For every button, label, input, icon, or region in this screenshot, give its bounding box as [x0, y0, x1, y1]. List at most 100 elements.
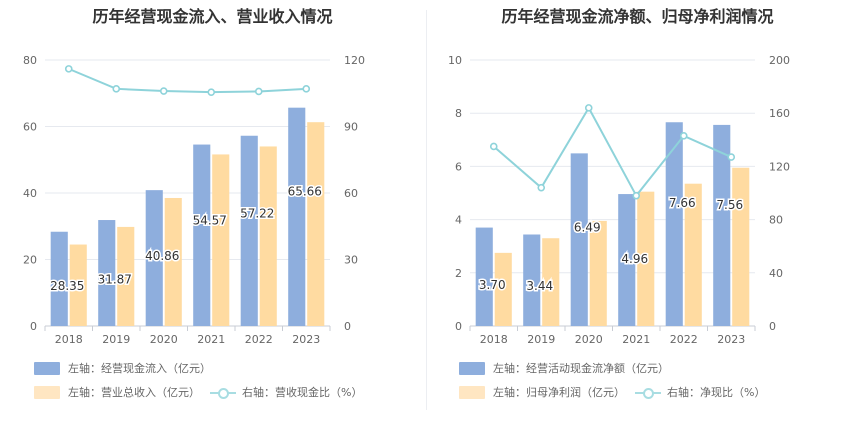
bar-secondary	[732, 167, 750, 326]
legend-label[interactable]: 右轴：净现比（%）	[667, 386, 766, 399]
x-axis-tick-label: 2020	[150, 333, 178, 346]
chart-title: 历年经营现金流净额、归母净利润情况	[501, 7, 774, 26]
bar-secondary	[212, 154, 230, 326]
x-axis-tick-label: 2023	[292, 333, 320, 346]
bar-primary	[50, 231, 68, 326]
right-axis-tick-label: 200	[769, 54, 790, 67]
line-point	[207, 88, 216, 96]
bar-primary	[523, 234, 541, 326]
bar-primary	[145, 190, 163, 326]
legend-row-1: 左轴：经营现金流入（亿元）	[34, 360, 211, 376]
data-label: 7.66	[669, 196, 696, 210]
right-axis-tick-label: 90	[344, 121, 358, 134]
data-label: 6.49	[574, 220, 601, 234]
right-axis-tick-label: 0	[344, 320, 351, 333]
x-axis-tick-label: 2023	[717, 333, 745, 346]
legend-label[interactable]: 左轴：经营现金流入（亿元）	[68, 362, 211, 375]
data-label: 28.35	[50, 279, 84, 293]
data-label: 3.70	[479, 278, 506, 292]
x-axis-tick-label: 2021	[197, 333, 225, 346]
legend-swatch-line	[635, 386, 661, 399]
legend-label[interactable]: 左轴：经营活动现金流净额（亿元）	[493, 362, 669, 375]
line-point	[679, 132, 688, 140]
legend-row-2: 左轴：营业总收入（亿元） 右轴：营收现金比（%）	[34, 384, 362, 400]
legend-label[interactable]: 右轴：营收现金比（%）	[242, 386, 363, 399]
left-axis-tick-label: 0	[455, 320, 462, 333]
bar-primary	[570, 153, 588, 326]
left-axis-tick-label: 0	[30, 320, 37, 333]
line-point	[537, 183, 546, 192]
bar-secondary	[637, 191, 655, 326]
data-label: 57.22	[240, 207, 274, 221]
x-axis-tick-label: 2019	[527, 333, 555, 346]
left-axis-tick-label: 60	[23, 121, 37, 134]
right-axis-tick-label: 40	[769, 267, 783, 280]
x-axis-tick-label: 2022	[670, 333, 698, 346]
line-point	[584, 104, 593, 112]
legend-swatch-bar	[34, 361, 60, 375]
data-label: 3.44	[526, 279, 553, 293]
line-point	[489, 142, 498, 151]
line-point	[727, 153, 736, 161]
bar-secondary	[117, 226, 135, 326]
bar-primary	[665, 122, 683, 326]
line-point	[159, 87, 168, 95]
left-axis-tick-label: 10	[448, 54, 462, 67]
bar-primary	[713, 124, 731, 327]
data-label: 54.57	[193, 213, 227, 227]
x-axis-tick-label: 2019	[102, 333, 130, 346]
chart-svg: 0 2 4 6 8 10 0 40 80 120 160 200 2018 2019 2020 2021 202…	[448, 54, 790, 346]
chart-title: 历年经营现金流入、营业收入情况	[92, 7, 333, 26]
line-point	[632, 191, 641, 200]
right-axis-tick-label: 30	[344, 254, 358, 267]
line-point	[254, 87, 263, 96]
legend-label[interactable]: 左轴：归母净利润（亿元）	[493, 386, 625, 399]
bar-primary	[193, 144, 211, 326]
x-axis-tick-label: 2018	[480, 333, 508, 346]
x-axis-tick-label: 2018	[55, 333, 83, 346]
line-series	[68, 67, 307, 94]
legend-row-2: 左轴：归母净利润（亿元） 右轴：净现比（%）	[459, 384, 765, 400]
bar-secondary	[589, 220, 607, 326]
bar-secondary	[494, 252, 512, 326]
bar-primary	[475, 227, 493, 326]
x-axis-tick-label: 2020	[575, 333, 603, 346]
right-axis-tick-label: 0	[769, 320, 776, 333]
left-axis-tick-label: 40	[23, 187, 37, 200]
x-axis-tick-label: 2022	[245, 333, 273, 346]
left-axis-tick-label: 8	[455, 107, 462, 120]
left-axis-tick-label: 20	[23, 254, 37, 267]
x-axis-tick-label: 2021	[622, 333, 650, 346]
legend-swatch-bar	[34, 385, 60, 399]
line-point	[64, 65, 73, 73]
data-label: 4.96	[621, 252, 648, 266]
chart-svg: 0 20 40 60 80 0 30 60 90 120 2018 2019 2020 2021 2022 2…	[23, 54, 365, 346]
chart-panel-right: 历年经营现金流净额、归母净利润情况 0 2 4 6 8 10 0 40 80 120 160 200 2…	[425, 0, 850, 437]
line-point	[112, 85, 121, 93]
right-axis-tick-label: 120	[769, 160, 790, 173]
left-axis-tick-label: 4	[455, 214, 462, 227]
data-label: 31.87	[98, 272, 132, 286]
panel-divider	[426, 10, 427, 410]
right-axis-tick-label: 80	[769, 214, 783, 227]
line-point	[302, 85, 311, 93]
bar-secondary	[542, 238, 560, 326]
right-axis-tick-label: 120	[344, 54, 365, 67]
chart-panel-left: 历年经营现金流入、营业收入情况 0 20 40 60 80 0 30 60 90 120 2018 2…	[23, 7, 365, 400]
legend-swatch-bar	[459, 361, 485, 375]
bar-primary	[618, 194, 636, 326]
data-label: 65.66	[288, 185, 322, 199]
legend-row-1: 左轴：经营活动现金流净额（亿元）	[459, 360, 669, 376]
bar-secondary	[307, 122, 325, 327]
bar-secondary	[259, 146, 277, 326]
data-label: 40.86	[145, 249, 179, 263]
line-series	[493, 105, 732, 198]
bar-secondary	[164, 197, 182, 326]
right-axis-tick-label: 60	[344, 187, 358, 200]
legend-label[interactable]: 左轴：营业总收入（亿元）	[68, 386, 200, 399]
bar-primary	[288, 107, 306, 326]
bar-secondary	[684, 183, 702, 326]
right-axis-tick-label: 160	[769, 107, 790, 120]
data-label: 7.56	[716, 198, 743, 212]
left-axis-tick-label: 6	[455, 160, 462, 173]
